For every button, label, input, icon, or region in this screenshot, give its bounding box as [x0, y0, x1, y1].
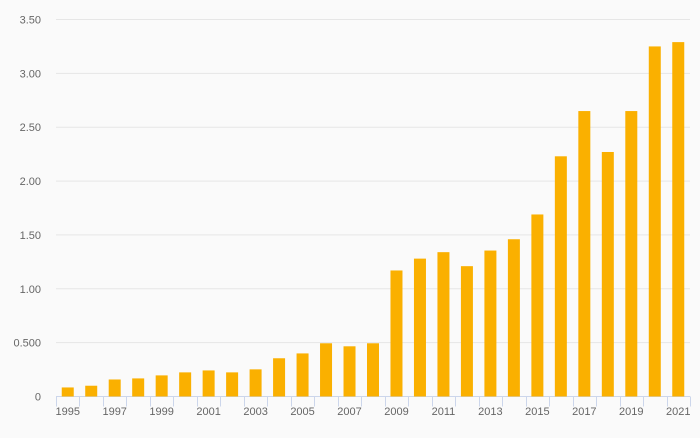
bar-2008 — [367, 343, 379, 397]
y-tick-label: 1.00 — [20, 284, 41, 296]
y-tick-label: 3.50 — [20, 15, 41, 27]
bar-2020 — [648, 46, 661, 397]
bar-2021 — [672, 42, 685, 397]
bar-2001 — [202, 370, 215, 397]
bar-2016 — [554, 156, 567, 397]
y-tick-label: 2.50 — [20, 122, 41, 134]
x-tick-label: 2021 — [666, 406, 690, 418]
bar-1995 — [61, 387, 74, 397]
x-tick-label: 2007 — [337, 406, 361, 418]
x-tick-label: 1995 — [55, 406, 79, 418]
bar-1997 — [108, 379, 121, 397]
x-tick-label: 2005 — [290, 406, 314, 418]
bar-2017 — [578, 111, 591, 397]
bar-2012 — [460, 266, 473, 397]
x-tick-label: 1999 — [149, 406, 173, 418]
bar-2006 — [320, 343, 333, 397]
y-tick-label: 0.500 — [13, 338, 41, 350]
x-tick-label: 1997 — [102, 406, 126, 418]
bar-2010 — [413, 258, 426, 397]
bar-1996 — [85, 385, 98, 397]
x-tick-label: 2017 — [572, 406, 596, 418]
bar-2014 — [507, 239, 520, 397]
bar-2018 — [601, 151, 614, 397]
bar-1998 — [132, 378, 145, 397]
bar-2013 — [484, 250, 497, 397]
bar-1999 — [155, 375, 168, 397]
x-tick-label: 2009 — [384, 406, 408, 418]
bar-2003 — [249, 369, 262, 397]
bar-2004 — [273, 358, 286, 397]
bar-2009 — [390, 270, 403, 397]
y-tick-label: 0 — [35, 392, 41, 404]
bar-2015 — [531, 214, 544, 397]
y-tick-label: 2.00 — [20, 176, 41, 188]
y-tick-label: 1.50 — [20, 230, 41, 242]
bar-2007 — [343, 346, 356, 397]
bar-2000 — [179, 372, 192, 397]
x-tick-label: 2003 — [243, 406, 267, 418]
bar-2019 — [625, 111, 638, 397]
x-tick-label: 2011 — [432, 406, 456, 418]
bar-2005 — [296, 353, 309, 397]
x-tick-label: 2019 — [619, 406, 643, 418]
bar-2002 — [226, 372, 239, 397]
bar-2011 — [437, 252, 450, 397]
x-tick-label: 2013 — [478, 406, 502, 418]
y-tick-label: 3.00 — [20, 68, 41, 80]
x-tick-label: 2015 — [525, 406, 549, 418]
x-tick-label: 2001 — [196, 406, 220, 418]
